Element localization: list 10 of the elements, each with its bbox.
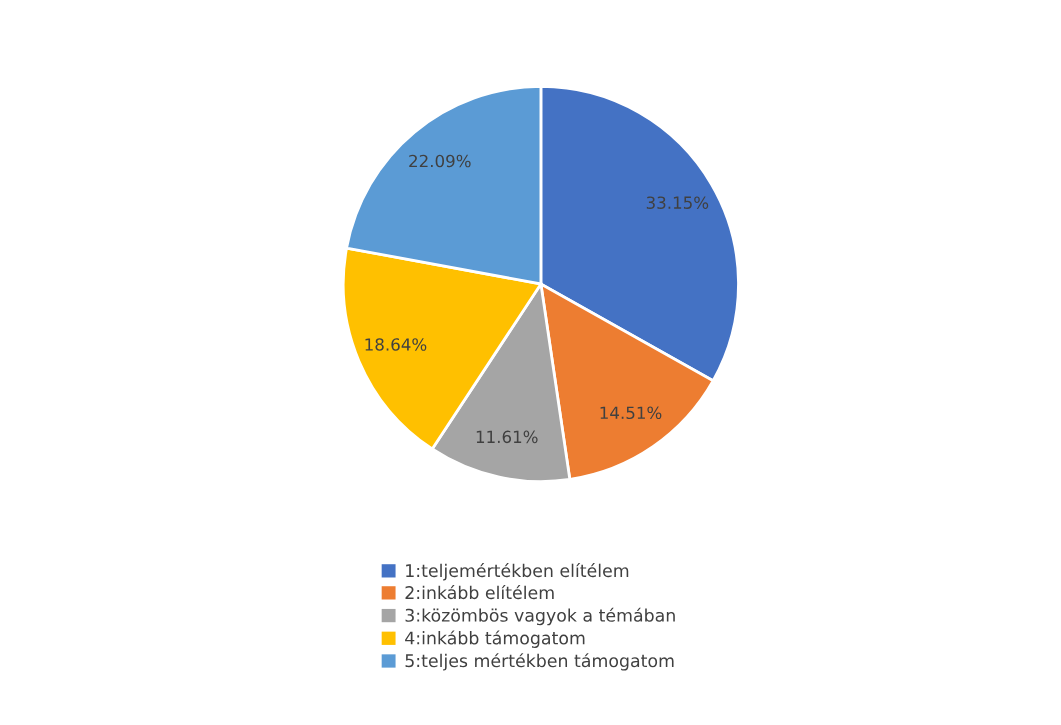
legend-label: 3:közömbös vagyok a témában	[405, 607, 675, 626]
data-label: 33.15%	[646, 196, 709, 209]
legend-label: 1:teljemértékben elítélem	[406, 563, 629, 581]
data-label: 18.64%	[365, 338, 427, 351]
data-label: 11.61%	[476, 430, 538, 444]
legend-label: 4:inkább támogatom	[405, 630, 585, 648]
legend-label: 2:inkább elítélem	[405, 585, 554, 600]
legend-label: 5:teljes mértékben támogatom	[405, 653, 674, 671]
data-label: 22.09%	[409, 154, 471, 168]
data-label: 14.51%	[600, 406, 662, 420]
